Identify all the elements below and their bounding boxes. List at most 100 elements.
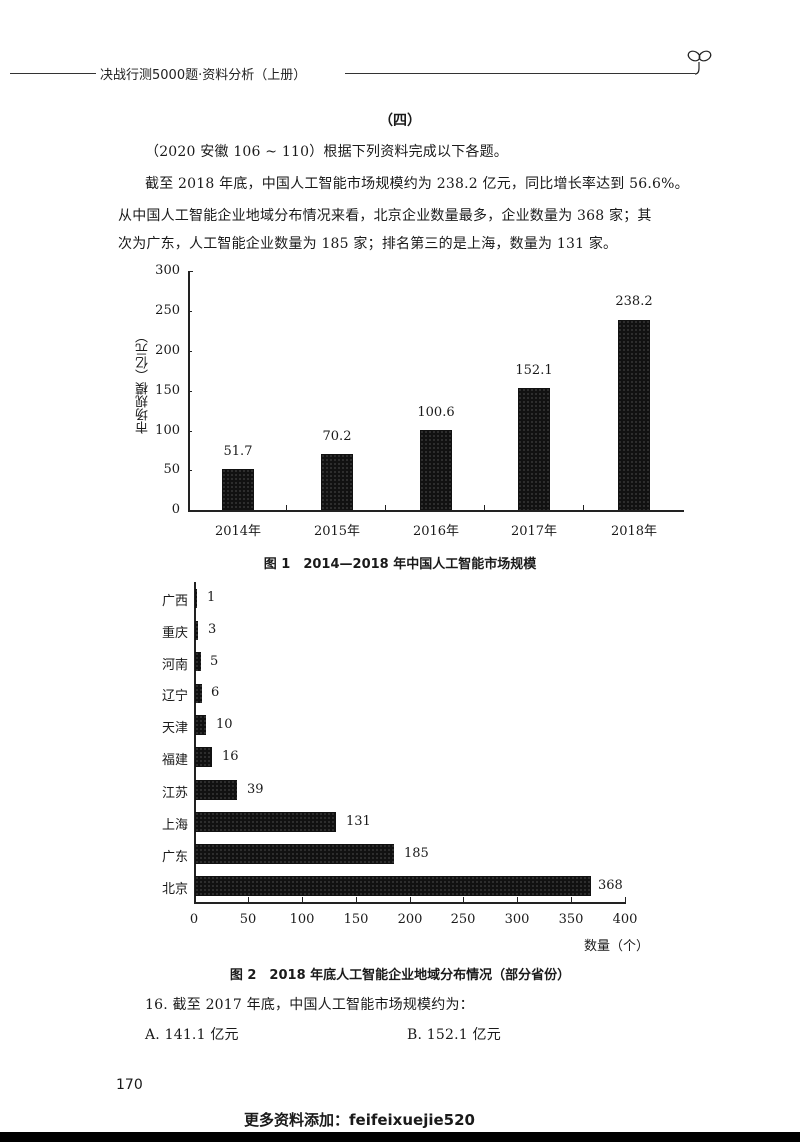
chart2-value-label: 16	[222, 749, 239, 764]
chart1-category-label: 2015年	[313, 524, 361, 539]
chart1-ytick: 250	[155, 303, 180, 318]
chart2-xtick-mark	[625, 897, 626, 902]
chart1-ytick-mark	[188, 351, 192, 352]
chart1-xtick-mark	[286, 505, 287, 510]
chart2-bar-fujian	[195, 747, 212, 767]
chart2-category-label: 上海	[161, 818, 188, 833]
chart2-category-label: 福建	[161, 753, 188, 768]
chart2-xtick-mark	[517, 897, 518, 902]
chart1-bar-2017	[518, 388, 550, 510]
paragraph-line-3: 次为广东，人工智能企业数量为 185 家；排名第三的是上海，数量为 131 家。	[118, 236, 618, 252]
chart1-ytick: 200	[155, 343, 180, 358]
option-b[interactable]: B. 152.1 亿元	[407, 1027, 501, 1043]
sprout-icon	[687, 50, 712, 75]
chart2-category-label: 重庆	[161, 626, 188, 641]
book-title: 决战行测5000题·资料分析（上册）	[100, 68, 307, 83]
chart1-bar-2014	[222, 469, 254, 510]
chart1-ytick-mark	[188, 391, 192, 392]
chart1-value-label: 51.7	[223, 444, 253, 459]
chart1-xtick-mark	[583, 505, 584, 510]
chart1-ytick: 100	[155, 423, 180, 438]
chart2-value-label: 368	[598, 878, 623, 893]
chart2-xtick-mark	[356, 897, 357, 902]
chart2-category-label: 河南	[161, 658, 188, 673]
chart2-value-label: 1	[207, 590, 216, 605]
intro-text: （2020 安徽 106 ~ 110）根据下列资料完成以下各题。	[145, 144, 509, 160]
chart1-xtick-mark	[484, 505, 485, 510]
chart2-xtick-mark	[463, 897, 464, 902]
chart2-category-label: 天津	[161, 721, 188, 736]
chart2-category-label: 广东	[161, 850, 188, 865]
paragraph-line-1: 截至 2018 年底，中国人工智能市场规模约为 238.2 亿元，同比增长率达到…	[145, 176, 689, 192]
watermark-text: 更多资料添加：feifeixuejie520	[244, 1111, 475, 1129]
chart1-category-label: 2017年	[510, 524, 558, 539]
chart1-ytick: 0	[171, 502, 180, 517]
chart1-value-label: 70.2	[322, 429, 352, 444]
chart1-category-label: 2016年	[412, 524, 460, 539]
chart1-ytick-mark	[188, 470, 192, 471]
chart2-xtick: 200	[397, 912, 423, 927]
page-number: 170	[116, 1077, 143, 1093]
chart1-ytick-mark	[188, 311, 192, 312]
chart1-caption: 图 1 2014—2018 年中国人工智能市场规模	[263, 557, 537, 572]
chart2-bar-chongqing	[195, 621, 198, 640]
chart2-xtick-mark	[248, 897, 249, 902]
chart2-bar-guangdong	[195, 844, 394, 864]
chart2-category-label: 辽宁	[161, 689, 188, 704]
chart1-category-label: 2014年	[214, 524, 262, 539]
chart1-bar-2018	[618, 320, 650, 510]
chart2-value-label: 185	[404, 846, 429, 861]
chart2-xtick-mark	[410, 897, 411, 902]
chart2-value-label: 131	[346, 814, 371, 829]
chart2-xtick-mark	[571, 897, 572, 902]
chart2-bar-shanghai	[195, 812, 336, 832]
chart2-bar-tianjin	[195, 715, 206, 735]
option-a[interactable]: A. 141.1 亿元	[145, 1027, 239, 1043]
chart1-ytick: 300	[155, 263, 180, 278]
chart1-ytick-mark	[188, 271, 193, 272]
chart1-ytick: 50	[163, 462, 180, 477]
chart1-x-axis	[188, 510, 684, 512]
chart2-xtick: 350	[558, 912, 584, 927]
chart2-category-label: 江苏	[161, 786, 188, 801]
chart2-value-label: 39	[247, 782, 264, 797]
chart2-bar-beijing	[195, 876, 591, 896]
chart2-xtick-mark	[302, 897, 303, 902]
chart2-bar-liaoning	[195, 684, 202, 703]
chart2-bar-guangxi	[195, 589, 197, 608]
chart2-xtick: 150	[343, 912, 369, 927]
chart2-xtick: 50	[239, 912, 257, 927]
chart2-xtick: 250	[450, 912, 476, 927]
paragraph-line-2: 从中国人工智能企业地域分布情况来看，北京企业数量最多，企业数量为 368 家；其	[118, 208, 652, 224]
chart2-xtick: 300	[504, 912, 530, 927]
chart2-value-label: 3	[208, 622, 217, 637]
section-title: （四）	[379, 113, 421, 129]
chart1-bar-2015	[321, 454, 353, 510]
chart1-value-label: 152.1	[515, 363, 553, 378]
question-stem: 16. 截至 2017 年底，中国人工智能市场规模约为：	[145, 997, 474, 1013]
chart2-xtick: 100	[289, 912, 315, 927]
chart2-xtick: 400	[612, 912, 638, 927]
chart2-bar-henan	[195, 652, 201, 671]
chart1-category-label: 2018年	[610, 524, 658, 539]
chart2-x-axis-label: 数量（个）	[584, 939, 650, 954]
chart2-caption: 图 2 2018 年底人工智能企业地域分布情况（部分省份）	[229, 968, 571, 983]
chart1-value-label: 238.2	[615, 294, 653, 309]
chart1-xtick-mark	[385, 505, 386, 510]
chart2-y-axis	[194, 582, 196, 903]
header-rule-right	[345, 73, 695, 74]
chart2-xtick: 0	[189, 912, 199, 927]
chart1-value-label: 100.6	[417, 405, 455, 420]
chart2-category-label: 北京	[161, 882, 188, 897]
chart2-value-label: 10	[216, 717, 233, 732]
chart2-bar-jiangsu	[195, 780, 237, 800]
chart2-x-axis	[194, 902, 626, 904]
bottom-black-bar	[0, 1132, 800, 1142]
chart2-category-label: 广西	[161, 594, 188, 609]
chart1-ytick: 150	[155, 383, 180, 398]
chart2-value-label: 5	[210, 654, 219, 669]
chart1-ytick-mark	[188, 431, 192, 432]
chart2-value-label: 6	[211, 685, 220, 700]
header-rule-left	[10, 73, 96, 74]
chart1-bar-2016	[420, 430, 452, 510]
